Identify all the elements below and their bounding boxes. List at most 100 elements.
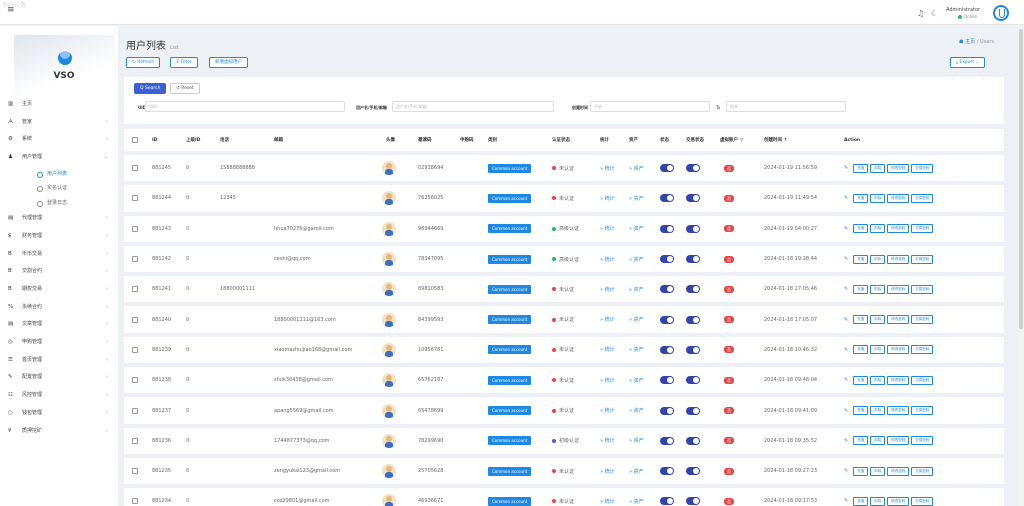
row-action-button[interactable]: 充值 — [853, 436, 869, 446]
asset-link[interactable]: » 资产 — [629, 165, 644, 172]
row-action-button[interactable]: 交易密码 — [911, 406, 934, 416]
row-action-button[interactable]: 交易密码 — [911, 496, 934, 506]
stat-link[interactable]: » 统计 — [600, 408, 615, 415]
stat-link[interactable]: » 统计 — [600, 195, 615, 202]
edit-icon[interactable]: ✎ — [844, 377, 849, 384]
trade-status-toggle[interactable] — [686, 255, 700, 264]
row-action-button[interactable]: 交易密码 — [911, 284, 934, 294]
asset-link[interactable]: » 资产 — [629, 408, 644, 415]
user-avatar-icon[interactable] — [382, 494, 396, 506]
stat-link[interactable]: » 统计 — [600, 256, 615, 263]
row-action-button[interactable]: 交易密码 — [911, 436, 934, 446]
row-action-button[interactable]: 修改密码 — [887, 436, 910, 446]
status-toggle[interactable] — [660, 376, 674, 385]
sidebar-item[interactable]: 用户列表 — [0, 167, 118, 182]
user-avatar-icon[interactable] — [382, 403, 396, 418]
column-header[interactable]: 创建时间 ↑ — [764, 138, 788, 143]
row-action-button[interactable]: 充值 — [853, 315, 869, 325]
user-avatar-icon[interactable] — [382, 221, 396, 236]
row-action-button[interactable]: 修改密码 — [887, 163, 910, 173]
filter-button[interactable]: ⊽ Filter — [170, 57, 198, 68]
account-input[interactable]: 用户名/手机/邮箱 — [392, 101, 554, 112]
select-all-checkbox[interactable] — [132, 137, 138, 143]
row-action-button[interactable]: 扣除 — [870, 254, 886, 264]
stat-link[interactable]: » 统计 — [600, 347, 615, 354]
status-toggle[interactable] — [660, 467, 674, 476]
asset-link[interactable]: » 资产 — [629, 256, 644, 263]
row-action-button[interactable]: 交易密码 — [911, 375, 934, 385]
sidebar-item[interactable]: ✎ 配置管理 ‹ — [0, 369, 118, 387]
row-action-button[interactable]: 扣除 — [870, 375, 886, 385]
date-from-input[interactable]: 开始 — [590, 101, 710, 112]
search-button[interactable]: Q Search — [134, 83, 167, 94]
theme-moon-icon[interactable]: ☾ — [931, 9, 939, 18]
edit-icon[interactable]: ✎ — [844, 286, 849, 293]
row-action-button[interactable]: 扣除 — [870, 284, 886, 294]
edit-icon[interactable]: ✎ — [844, 165, 849, 172]
row-checkbox[interactable] — [132, 437, 138, 444]
row-action-button[interactable]: 交易密码 — [911, 466, 934, 476]
row-action-button[interactable]: 充值 — [853, 496, 869, 506]
status-toggle[interactable] — [660, 315, 674, 324]
row-action-button[interactable]: 交易密码 — [911, 254, 934, 264]
row-checkbox[interactable] — [132, 225, 138, 232]
bell-icon[interactable]: ♫ — [917, 9, 925, 18]
sidebar-item[interactable]: ᗅ 管家 ‹ — [0, 114, 118, 132]
sidebar-item[interactable]: % 永续合约 ‹ — [0, 299, 118, 317]
trade-status-toggle[interactable] — [686, 224, 700, 233]
stat-link[interactable]: » 统计 — [600, 498, 615, 505]
edit-icon[interactable]: ✎ — [844, 407, 849, 414]
user-avatar-icon[interactable] — [382, 433, 396, 448]
row-action-button[interactable]: 扣除 — [870, 163, 886, 173]
edit-icon[interactable]: ✎ — [844, 316, 849, 323]
row-action-button[interactable]: 修改密码 — [887, 315, 910, 325]
row-action-button[interactable]: 扣除 — [870, 224, 886, 234]
row-action-button[interactable]: 修改密码 — [887, 224, 910, 234]
asset-link[interactable]: » 资产 — [629, 195, 644, 202]
user-avatar-icon[interactable] — [382, 191, 396, 206]
breadcrumb-home[interactable]: 主页 — [965, 39, 976, 45]
row-action-button[interactable]: 充值 — [853, 375, 869, 385]
status-toggle[interactable] — [660, 436, 674, 445]
trade-status-toggle[interactable] — [686, 315, 700, 324]
trade-status-toggle[interactable] — [686, 376, 700, 385]
user-avatar-icon[interactable] — [382, 464, 396, 479]
user-avatar-icon[interactable] — [382, 161, 396, 176]
status-toggle[interactable] — [660, 406, 674, 415]
trade-status-toggle[interactable] — [686, 345, 700, 354]
stat-link[interactable]: » 统计 — [600, 468, 615, 475]
export-button[interactable]: ⤓ Export ⌄ — [950, 57, 986, 68]
sidebar-item[interactable]: ◎ 申购管理 ‹ — [0, 334, 118, 352]
user-avatar-icon[interactable] — [382, 373, 396, 388]
edit-icon[interactable]: ✎ — [844, 437, 849, 444]
asset-link[interactable]: » 资产 — [629, 317, 644, 324]
row-action-button[interactable]: 充值 — [853, 224, 869, 234]
admin-avatar-icon[interactable] — [993, 5, 1009, 21]
trade-status-toggle[interactable] — [686, 406, 700, 415]
row-action-button[interactable]: 充值 — [853, 193, 869, 203]
sidebar-item[interactable]: ☷ 风控管理 ‹ — [0, 387, 118, 405]
sidebar-item[interactable]: B 期权交易 ‹ — [0, 281, 118, 299]
row-action-button[interactable]: 扣除 — [870, 436, 886, 446]
row-checkbox[interactable] — [132, 195, 138, 202]
edit-icon[interactable]: ✎ — [844, 498, 849, 505]
sidebar-item[interactable]: B 交割合约 ‹ — [0, 263, 118, 281]
sidebar-item[interactable]: ⚙ 系统 ‹ — [0, 131, 118, 149]
row-checkbox[interactable] — [132, 316, 138, 323]
row-action-button[interactable]: 交易密码 — [911, 193, 934, 203]
edit-icon[interactable]: ✎ — [844, 468, 849, 475]
row-action-button[interactable]: 交易密码 — [911, 163, 934, 173]
user-avatar-icon[interactable] — [382, 252, 396, 267]
reset-button[interactable]: ↺ Reset — [170, 83, 200, 94]
asset-link[interactable]: » 资产 — [629, 226, 644, 233]
sidebar-item[interactable]: 实名认证 — [0, 181, 118, 196]
status-toggle[interactable] — [660, 497, 674, 506]
row-action-button[interactable]: 充值 — [853, 345, 869, 355]
row-action-button[interactable]: 扣除 — [870, 193, 886, 203]
status-toggle[interactable] — [660, 255, 674, 264]
row-action-button[interactable]: 修改密码 — [887, 345, 910, 355]
row-action-button[interactable]: 扣除 — [870, 345, 886, 355]
trade-status-toggle[interactable] — [686, 467, 700, 476]
asset-link[interactable]: » 资产 — [629, 377, 644, 384]
add-virtual-user-button[interactable]: 新增虚拟用户 — [209, 57, 248, 68]
